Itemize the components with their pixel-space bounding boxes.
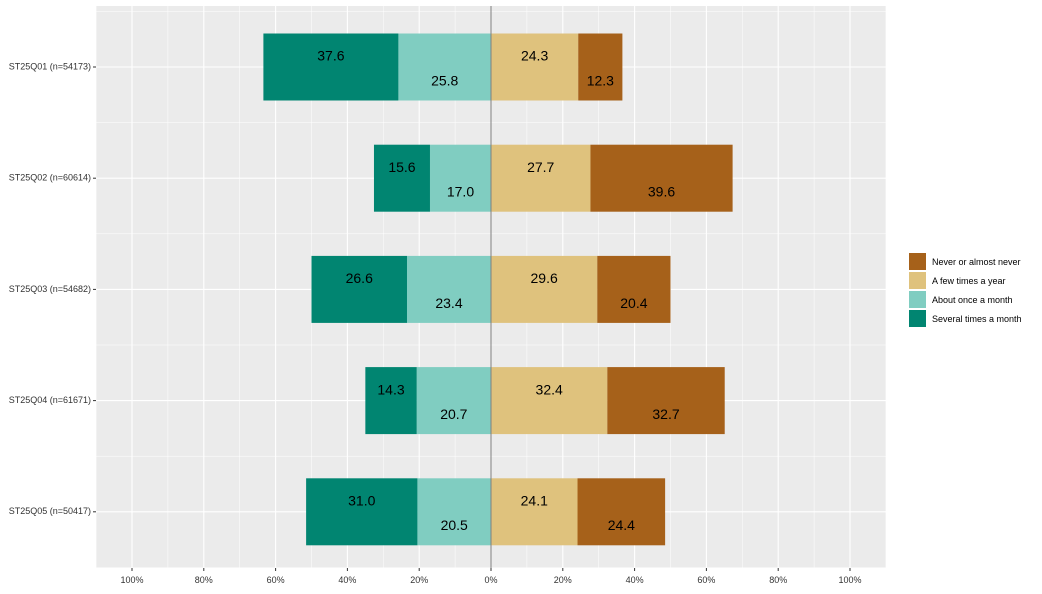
x-tick-label: 60%	[697, 575, 715, 585]
y-tick-label: ST25Q02 (n=60614)	[9, 173, 91, 183]
y-tick-label: ST25Q03 (n=54682)	[9, 284, 91, 294]
bar-segment	[406, 255, 491, 323]
bar-segment	[607, 367, 725, 435]
data-label: 14.3	[377, 381, 404, 397]
x-tick-label: 80%	[195, 575, 213, 585]
legend-label: Never or almost never	[932, 257, 1021, 267]
legend-key	[909, 291, 926, 308]
data-label: 20.7	[440, 406, 467, 422]
x-tick-label: 100%	[120, 575, 143, 585]
bar-segment	[578, 33, 623, 101]
bar-segment	[306, 478, 418, 546]
x-tick-label: 40%	[338, 575, 356, 585]
bar-segment	[398, 33, 491, 101]
data-label: 26.6	[346, 270, 373, 286]
data-label: 32.7	[652, 406, 679, 422]
bar-segment	[491, 144, 591, 212]
bar-segment	[373, 144, 430, 212]
legend-label: About once a month	[932, 295, 1013, 305]
legend: Never or almost never A few times a year A…	[909, 253, 1022, 327]
data-label: 24.3	[521, 48, 548, 64]
bar-segment	[416, 367, 491, 435]
x-tick-label: 100%	[838, 575, 861, 585]
bar-segment	[597, 255, 671, 323]
x-tick-label: 20%	[554, 575, 572, 585]
bar-segment	[577, 478, 666, 546]
legend-key	[909, 310, 926, 327]
data-label: 37.6	[317, 48, 344, 64]
bar-segment	[491, 367, 608, 435]
bar-segment	[417, 478, 491, 546]
data-label: 25.8	[431, 72, 458, 88]
bar-segment	[263, 33, 399, 101]
x-axis: 100% 80% 60% 40% 20% 0% 20% 40% 60% 80% 100%	[120, 568, 862, 585]
data-label: 15.6	[388, 159, 415, 175]
legend-key	[909, 272, 926, 289]
x-tick-label: 0%	[484, 575, 497, 585]
legend-label: Several times a month	[932, 314, 1022, 324]
data-label: 23.4	[435, 295, 462, 311]
x-tick-label: 60%	[267, 575, 285, 585]
data-label: 12.3	[587, 72, 614, 88]
y-axis: ST25Q01 (n=54173) ST25Q02 (n=60614) ST25Q0…	[9, 61, 96, 516]
data-label: 24.4	[608, 517, 635, 533]
bar-segment	[491, 255, 598, 323]
bar-segment	[590, 144, 733, 212]
bar-segment	[365, 367, 417, 435]
data-label: 39.6	[648, 184, 675, 200]
data-label: 32.4	[536, 381, 563, 397]
data-label: 20.5	[441, 517, 468, 533]
y-tick-label: ST25Q01 (n=54173)	[9, 61, 91, 71]
data-label: 29.6	[531, 270, 558, 286]
data-labels: 24.3 12.3 25.8 37.6 27.7 39.6 17.0 15.6 29.6 20.4…	[317, 48, 680, 534]
data-label: 31.0	[348, 492, 375, 508]
bars	[263, 33, 733, 546]
bar-segment	[311, 255, 407, 323]
data-label: 24.1	[521, 492, 548, 508]
legend-key	[909, 253, 926, 270]
data-label: 17.0	[447, 184, 474, 200]
x-tick-label: 20%	[410, 575, 428, 585]
data-label: 27.7	[527, 159, 554, 175]
x-tick-label: 40%	[626, 575, 644, 585]
data-label: 20.4	[620, 295, 647, 311]
legend-label: A few times a year	[932, 276, 1006, 286]
bar-segment	[491, 478, 578, 546]
x-tick-label: 80%	[769, 575, 787, 585]
y-tick-label: ST25Q05 (n=50417)	[9, 506, 91, 516]
bar-segment	[429, 144, 491, 212]
bar-segment	[491, 33, 579, 101]
y-tick-label: ST25Q04 (n=61671)	[9, 395, 91, 405]
